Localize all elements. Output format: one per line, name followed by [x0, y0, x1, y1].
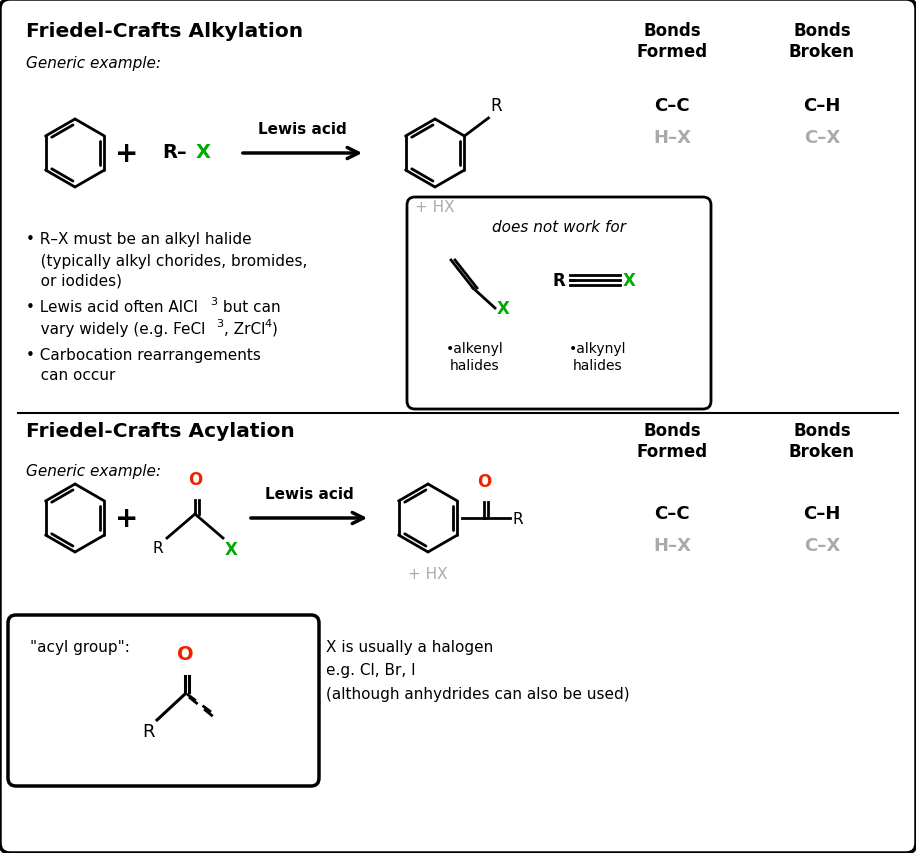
Text: Bonds
Broken: Bonds Broken [789, 421, 855, 461]
Text: ): ) [272, 322, 278, 337]
Text: "acyl group":: "acyl group": [30, 639, 130, 654]
Text: • R–X must be an alkyl halide: • R–X must be an alkyl halide [26, 232, 252, 247]
Text: + HX: + HX [415, 200, 455, 215]
Text: C–H: C–H [803, 504, 841, 522]
Text: • Carbocation rearrangements: • Carbocation rearrangements [26, 347, 261, 363]
Text: does not work for: does not work for [492, 220, 626, 235]
Text: Lewis acid: Lewis acid [257, 122, 346, 136]
Text: R–: R– [162, 142, 187, 161]
Text: O: O [188, 471, 202, 489]
Text: R: R [152, 540, 163, 555]
Text: Bonds
Broken: Bonds Broken [789, 22, 855, 61]
Text: vary widely (e.g. FeCl: vary widely (e.g. FeCl [26, 322, 205, 337]
Text: 3: 3 [216, 319, 223, 328]
Text: R: R [552, 272, 565, 290]
Text: H–X: H–X [653, 537, 691, 554]
Text: but can: but can [218, 299, 280, 315]
Text: Generic example:: Generic example: [26, 56, 161, 71]
Text: +: + [115, 504, 138, 532]
Text: C–C: C–C [654, 504, 690, 522]
Text: can occur: can occur [26, 368, 115, 382]
Text: Friedel-Crafts Acylation: Friedel-Crafts Acylation [26, 421, 295, 440]
Text: X: X [497, 299, 510, 317]
Text: R: R [512, 511, 523, 526]
Text: 4: 4 [264, 319, 271, 328]
Text: R: R [490, 97, 502, 115]
Text: R: R [143, 722, 155, 740]
Text: O: O [477, 473, 491, 490]
Text: X: X [225, 540, 238, 559]
Text: C–X: C–X [804, 537, 840, 554]
Text: (typically alkyl chorides, bromides,: (typically alkyl chorides, bromides, [26, 253, 308, 269]
Text: 3: 3 [210, 297, 217, 306]
Text: X is usually a halogen
e.g. Cl, Br, I
(although anhydrides can also be used): X is usually a halogen e.g. Cl, Br, I (a… [326, 639, 629, 701]
Text: •alkynyl
halides: •alkynyl halides [569, 341, 627, 373]
Text: Lewis acid: Lewis acid [265, 486, 354, 502]
Text: C–X: C–X [804, 129, 840, 147]
Text: • Lewis acid often AlCl: • Lewis acid often AlCl [26, 299, 198, 315]
Text: + HX: + HX [409, 566, 448, 581]
Text: Bonds
Formed: Bonds Formed [637, 22, 707, 61]
Text: O: O [177, 644, 193, 664]
Text: X: X [196, 142, 211, 161]
Text: Bonds
Formed: Bonds Formed [637, 421, 707, 461]
Text: C–H: C–H [803, 97, 841, 115]
Text: X: X [623, 272, 636, 290]
Text: C–C: C–C [654, 97, 690, 115]
Text: , ZrCl: , ZrCl [224, 322, 266, 337]
Text: Generic example:: Generic example: [26, 463, 161, 479]
Text: H–X: H–X [653, 129, 691, 147]
Text: Friedel-Crafts Alkylation: Friedel-Crafts Alkylation [26, 22, 303, 41]
Text: +: + [115, 140, 138, 168]
Text: or iodides): or iodides) [26, 274, 122, 288]
Text: •alkenyl
halides: •alkenyl halides [446, 341, 504, 373]
FancyBboxPatch shape [8, 615, 319, 786]
FancyBboxPatch shape [407, 198, 711, 409]
